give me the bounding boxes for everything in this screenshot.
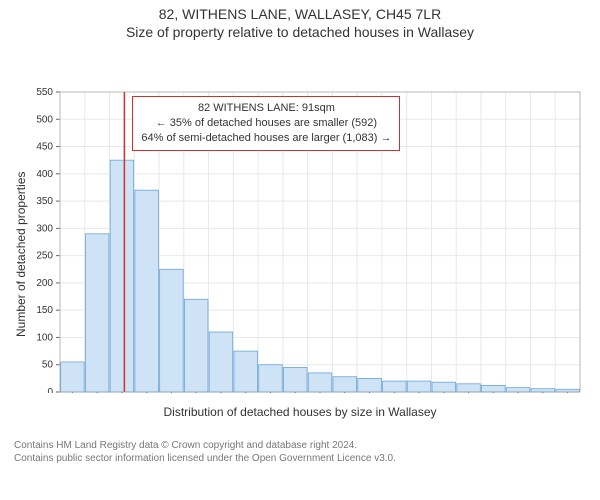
annotation-line2: ← 35% of detached houses are smaller (59…	[141, 116, 391, 131]
svg-text:200: 200	[36, 278, 53, 289]
histogram-bar	[184, 299, 208, 392]
histogram-bar	[457, 384, 481, 392]
histogram-bar	[333, 377, 357, 392]
histogram-bar	[135, 190, 159, 392]
attribution-line1: Contains HM Land Registry data © Crown c…	[14, 439, 590, 452]
histogram-bar	[85, 234, 109, 392]
svg-text:550: 550	[36, 87, 53, 98]
y-axis-label: Number of detached properties	[14, 172, 28, 337]
svg-text:100: 100	[36, 332, 53, 343]
histogram-bar	[110, 160, 134, 392]
svg-text:150: 150	[36, 305, 53, 316]
svg-text:450: 450	[36, 142, 53, 153]
attribution-line2: Contains public sector information licen…	[14, 452, 590, 465]
svg-text:350: 350	[36, 196, 53, 207]
svg-text:250: 250	[36, 251, 53, 262]
x-axis-label: Distribution of detached houses by size …	[0, 405, 600, 419]
annotation-box: 82 WITHENS LANE: 91sqm ← 35% of detached…	[132, 96, 400, 151]
svg-text:300: 300	[36, 223, 53, 234]
histogram-bar	[383, 381, 407, 392]
histogram-bar	[407, 381, 431, 392]
header-subtitle: Size of property relative to detached ho…	[0, 24, 600, 46]
svg-text:400: 400	[36, 169, 53, 180]
histogram-bar	[556, 389, 580, 392]
histogram-bar	[259, 365, 283, 392]
chart-container: Number of detached properties 0 50 100 150 2…	[0, 45, 600, 433]
svg-text:500: 500	[36, 114, 53, 125]
histogram-bar	[432, 382, 456, 392]
svg-text:0: 0	[47, 387, 53, 393]
histogram-bar	[308, 373, 332, 392]
attribution: Contains HM Land Registry data © Crown c…	[0, 433, 600, 465]
histogram-bar	[209, 332, 233, 392]
header-address: 82, WITHENS LANE, WALLASEY, CH45 7LR	[0, 0, 600, 24]
histogram-bar	[358, 378, 382, 392]
histogram-bar	[234, 351, 258, 392]
histogram-bar	[506, 388, 530, 392]
histogram-bar	[61, 362, 85, 392]
histogram-bar	[283, 367, 307, 392]
annotation-line3: 64% of semi-detached houses are larger (…	[141, 131, 391, 146]
svg-text:50: 50	[42, 360, 54, 371]
histogram-bar	[531, 389, 555, 392]
annotation-line1: 82 WITHENS LANE: 91sqm	[141, 101, 391, 116]
histogram-bar	[160, 269, 184, 392]
histogram-bar	[482, 385, 506, 392]
